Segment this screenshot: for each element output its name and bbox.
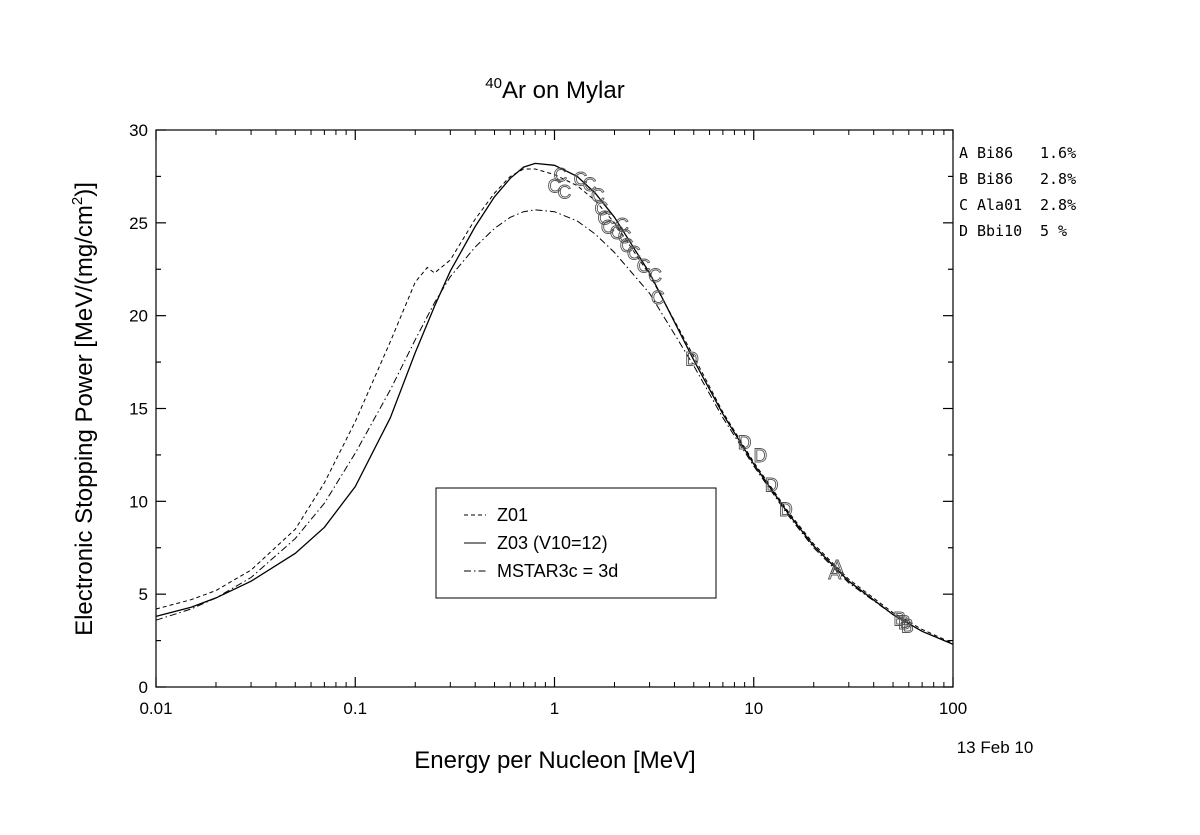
- data-point-C: C: [553, 166, 567, 187]
- title-text: Ar on Mylar: [502, 77, 625, 104]
- title-superscript: 40: [485, 75, 502, 92]
- data-point-C: C: [615, 216, 629, 237]
- series-line-1: [155, 168, 954, 644]
- data-legend-letter: C: [959, 196, 968, 214]
- data-point-C: C: [601, 218, 615, 239]
- data-legend-row: D Bbi10 5 %: [959, 222, 1067, 240]
- data-point-C: C: [648, 266, 662, 287]
- data-legend-row: B Bi86 2.8%: [959, 170, 1076, 188]
- data-legend-error: 2.8%: [1040, 170, 1076, 188]
- x-tick-label: 100: [939, 699, 967, 718]
- series-line-2: [155, 162, 954, 645]
- y-tick-label: 15: [129, 400, 148, 419]
- data-point-D: D: [765, 476, 779, 497]
- data-point-C: C: [548, 177, 562, 198]
- data-point-C: C: [620, 236, 634, 257]
- y-tick-label: 30: [129, 121, 148, 140]
- x-tick-label: 10: [744, 699, 763, 718]
- data-point-C: C: [598, 208, 612, 229]
- data-legend-row: C Ala01 2.8%: [959, 196, 1076, 214]
- legend-label-1: Z01: [497, 505, 528, 525]
- y-tick-label: 5: [139, 585, 148, 604]
- data-point-C: C: [574, 169, 588, 190]
- series-line-3: [155, 209, 954, 645]
- data-point-D: D: [685, 349, 699, 370]
- data-point-C: C: [583, 175, 597, 196]
- data-legend-ref: Bi86: [977, 170, 1013, 188]
- line-legend: Z01 Z03 (V10=12) MSTAR3c = 3d: [435, 487, 717, 599]
- legend-label-3: MSTAR3c = 3d: [497, 561, 618, 581]
- data-legend-ref: Bbi10: [977, 222, 1022, 240]
- data-legend-error: 5 %: [1040, 222, 1067, 240]
- y-tick-label: 25: [129, 214, 148, 233]
- data-point-C: C: [591, 186, 605, 207]
- data-source-legend: A Bi86 1.6% B Bi86 2.8% C Ala01 2.8% D Bbi10 5 %: [959, 144, 1076, 240]
- data-point-D: D: [779, 500, 793, 521]
- legend-label-2: Z03 (V10=12): [497, 533, 608, 553]
- y-axis-label: Electronic Stopping Power [MeV/(mg/cm2)]: [69, 182, 98, 636]
- x-ticks: 0.01 0.1 1 10 100: [139, 130, 967, 718]
- data-legend-error: 1.6%: [1040, 144, 1076, 162]
- data-point-C: C: [627, 244, 641, 265]
- data-point-C: C: [610, 223, 624, 244]
- data-point-B: B: [893, 609, 906, 630]
- x-axis-label: Energy per Nucleon [MeV]: [414, 747, 695, 774]
- data-point-C: C: [651, 288, 665, 309]
- data-point-D: D: [754, 446, 768, 467]
- y-ticks: 0 5 10 15 20 25 30: [129, 121, 953, 697]
- data-point-C: C: [557, 182, 571, 203]
- y-axis-label-main: Electronic Stopping Power [MeV/(mg/cm: [71, 205, 98, 636]
- y-tick-label: 20: [129, 307, 148, 326]
- data-point-D: D: [738, 433, 752, 454]
- data-legend-ref: Bi86: [977, 144, 1013, 162]
- data-point-B: B: [898, 613, 911, 634]
- x-tick-label: 0.01: [139, 699, 172, 718]
- y-tick-label: 0: [139, 678, 148, 697]
- data-legend-letter: B: [959, 170, 968, 188]
- data-point-C: C: [637, 257, 651, 278]
- x-tick-label: 0.1: [343, 699, 367, 718]
- x-tick-label: 1: [550, 699, 559, 718]
- data-point-C: C: [595, 199, 609, 220]
- plot-frame: [155, 129, 954, 688]
- data-legend-row: A Bi86 1.6%: [959, 144, 1076, 162]
- data-point-A: A: [828, 563, 841, 584]
- series-lines: [155, 162, 954, 645]
- y-axis-label-tail: )]: [71, 182, 98, 197]
- y-tick-label: 10: [129, 492, 148, 511]
- date-stamp: 13 Feb 10: [957, 738, 1034, 757]
- data-legend-ref: Ala01: [977, 196, 1022, 214]
- data-point-A: A: [831, 557, 844, 578]
- chart-title: 40Ar on Mylar: [485, 75, 624, 104]
- data-legend-letter: D: [959, 222, 968, 240]
- data-legend-error: 2.8%: [1040, 196, 1076, 214]
- data-point-C: C: [618, 227, 632, 248]
- data-legend-letter: A: [959, 144, 968, 162]
- y-axis-label-superscript: 2: [69, 197, 86, 205]
- data-point-B: B: [901, 617, 914, 638]
